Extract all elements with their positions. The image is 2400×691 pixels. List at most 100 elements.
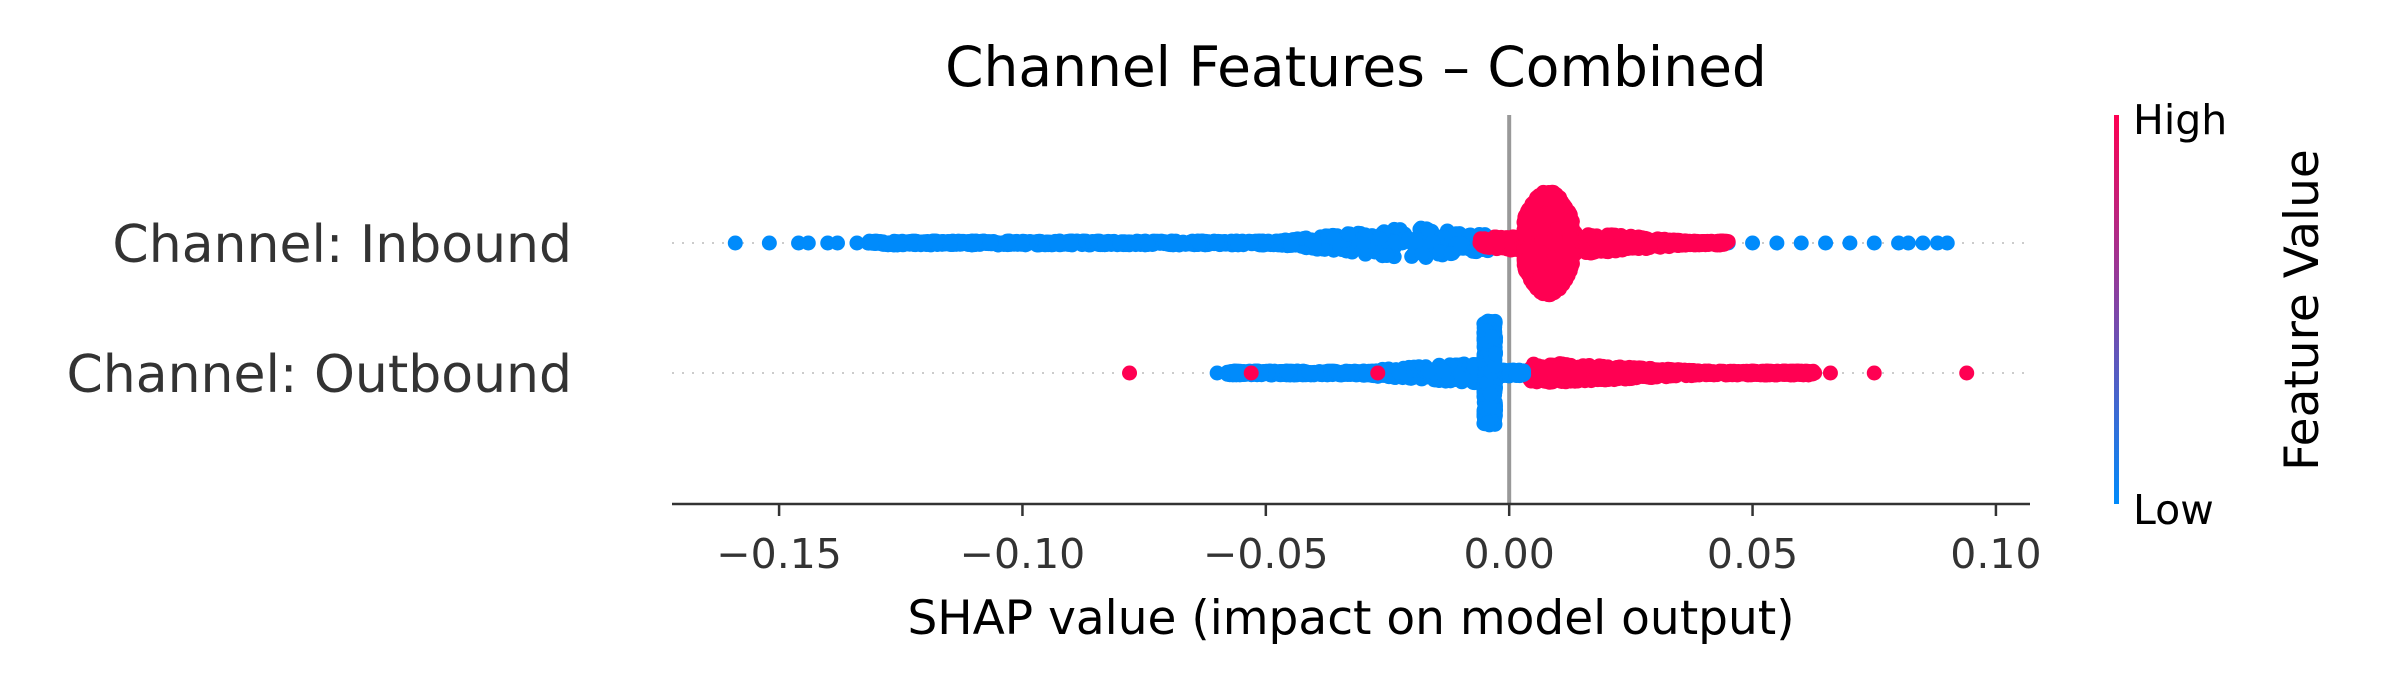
inbound-high-tail (1627, 237, 1643, 253)
inbound-high-cluster (1554, 240, 1570, 256)
inbound-low-point (1432, 244, 1448, 260)
inbound-high-cluster (1541, 208, 1557, 224)
inbound-high-cluster (1539, 187, 1555, 203)
outbound-high-point (1570, 365, 1586, 381)
inbound-low-outlier (1404, 235, 1420, 251)
x-tick-label: −0.10 (960, 530, 1086, 578)
inbound-low-outlier (1014, 235, 1030, 251)
inbound-low-outlier (1306, 235, 1322, 251)
outbound-low-cluster (1484, 329, 1500, 345)
outbound-low-tail (1279, 364, 1295, 380)
outbound-low-tail (1337, 364, 1353, 380)
outbound-high-point (1538, 360, 1554, 376)
inbound-low-outlier (761, 235, 777, 251)
outbound-high-outlier (1822, 365, 1838, 381)
inbound-low-point (1283, 237, 1299, 253)
inbound-low-point (953, 236, 969, 252)
colorbar (2114, 115, 2119, 504)
outbound-low-cluster (1482, 386, 1498, 402)
inbound-low-point (906, 235, 922, 251)
inbound-low-outlier (1939, 235, 1955, 251)
outbound-high-point (1581, 358, 1597, 374)
inbound-low-point (1420, 222, 1436, 238)
outbound-high-point (1588, 370, 1604, 386)
outbound-low-tail (1301, 364, 1317, 380)
inbound-low-outlier (1900, 235, 1916, 251)
inbound-low-point (982, 234, 998, 250)
inbound-low-point (1049, 236, 1065, 252)
inbound-low-outlier (1818, 235, 1834, 251)
inbound-low-point (1443, 246, 1459, 262)
inbound-low-outlier (917, 235, 933, 251)
outbound-high-outlier (1370, 365, 1386, 381)
row-guides (672, 242, 2030, 374)
outbound-high-point (1549, 362, 1565, 378)
inbound-low-point (1038, 236, 1054, 252)
inbound-low-point (1387, 234, 1403, 250)
outbound-low-right (1508, 367, 1524, 383)
inbound-low-outlier (1745, 235, 1761, 251)
inbound-low-point (1243, 234, 1259, 250)
inbound-high-cluster (1532, 222, 1548, 238)
inbound-high-tail (1580, 227, 1596, 243)
outbound-low-tail (1358, 366, 1374, 382)
colorbar-high-label: High (2133, 96, 2227, 144)
inbound-low-outlier (849, 235, 865, 251)
inbound-low-outlier (1112, 235, 1128, 251)
inbound-high-tail (1492, 234, 1508, 250)
outbound-low-cluster (1481, 398, 1497, 414)
inbound-high-tail (1610, 237, 1626, 253)
inbound-high-tail (1578, 245, 1594, 261)
inbound-low-outlier (878, 235, 894, 251)
outbound-low-tail (1391, 364, 1407, 380)
inbound-low-outlier (1866, 235, 1882, 251)
inbound-low-point (1000, 234, 1016, 250)
inbound-low-outlier (1793, 235, 1809, 251)
inbound-low-point (1097, 237, 1113, 253)
outbound-low-tail (1436, 363, 1452, 379)
x-axis-label: SHAP value (impact on model output) (907, 591, 1794, 646)
inbound-low-outlier (1063, 235, 1079, 251)
outbound-high-outlier (1122, 365, 1138, 381)
outbound-high-point (1739, 364, 1755, 380)
outbound-high-point (1711, 365, 1727, 381)
inbound-low-point (1379, 248, 1395, 264)
outbound-low-cluster (1487, 346, 1503, 362)
feature-label-outbound: Channel: Outbound (66, 345, 572, 405)
inbound-high-cluster (1520, 210, 1536, 226)
inbound-high-tail (1666, 233, 1682, 249)
inbound-low-outlier (1915, 235, 1931, 251)
outbound-low-cluster (1479, 415, 1495, 431)
outbound-low-outlier (1209, 365, 1225, 381)
inbound-low-point (1372, 230, 1388, 246)
outbound-high-point (1773, 365, 1789, 381)
outbound-high-point (1700, 365, 1716, 381)
outbound-high-point (1789, 365, 1805, 381)
inbound-low-point (1414, 246, 1430, 262)
outbound-high-outlier (1243, 365, 1259, 381)
inbound-high-cluster (1532, 244, 1548, 260)
outbound-high-point (1647, 368, 1663, 384)
inbound-low-outlier (966, 235, 982, 251)
outbound-low-tail (1420, 363, 1436, 379)
inbound-low-outlier (1769, 235, 1785, 251)
inbound-low-point (1191, 234, 1207, 250)
outbound-high-outlier (1959, 365, 1975, 381)
inbound-high-cluster (1559, 219, 1575, 235)
outbound-low-cluster (1487, 358, 1503, 374)
inbound-high-outlier (1696, 235, 1712, 251)
inbound-high-cluster (1539, 278, 1555, 294)
chart-title: Channel Features – Combined (945, 35, 1767, 99)
inbound-high-tail (1642, 240, 1658, 256)
x-tick-label: 0.00 (1464, 530, 1555, 578)
inbound-low-outlier (1355, 235, 1371, 251)
inbound-low-outlier (829, 235, 845, 251)
inbound-low-outlier (864, 235, 880, 251)
inbound-low-outlier (1160, 235, 1176, 251)
x-tick-label: −0.15 (716, 530, 842, 578)
x-tick-label: −0.05 (1203, 530, 1329, 578)
x-tick-label: 0.10 (1950, 530, 2041, 578)
inbound-high-cluster (1516, 226, 1532, 242)
